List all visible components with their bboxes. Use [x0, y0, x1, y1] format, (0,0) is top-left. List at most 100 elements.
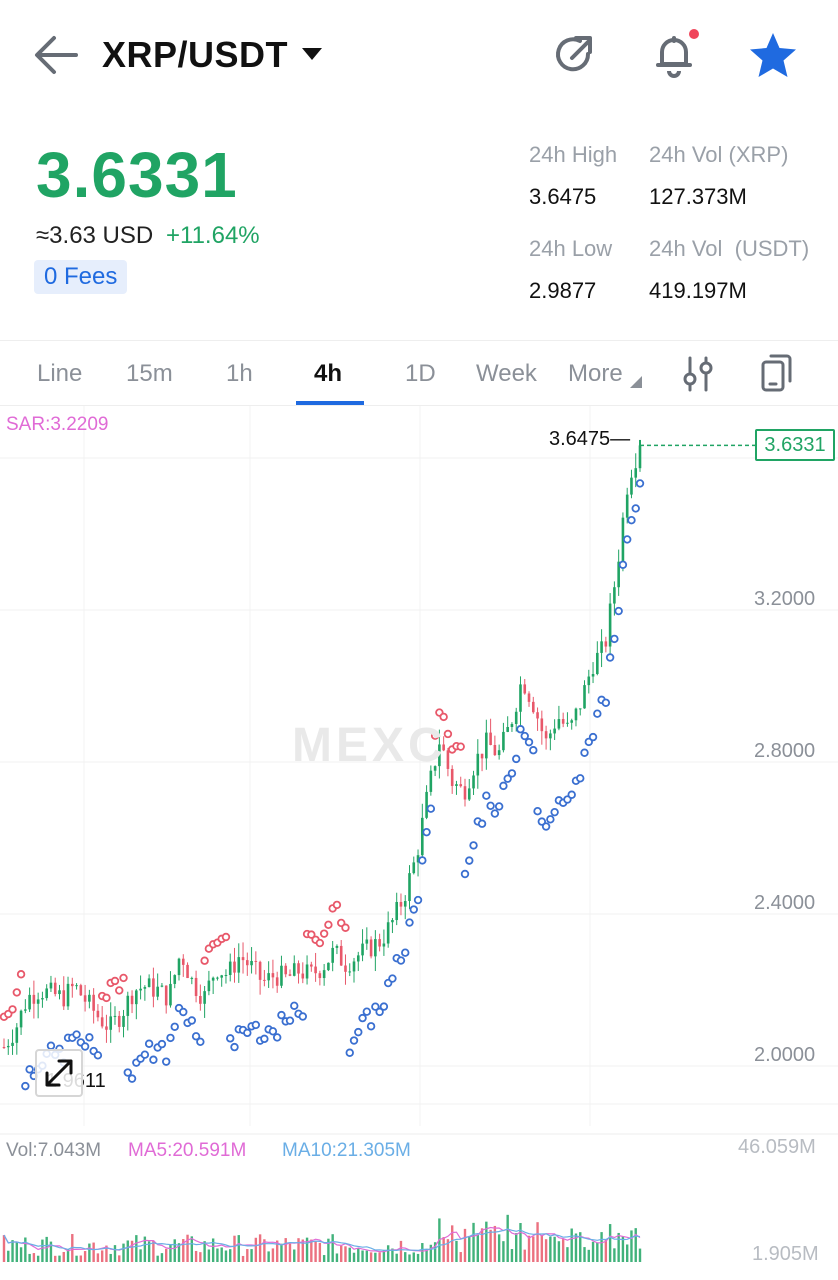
volume-bar: [429, 1244, 433, 1262]
volume-bar: [250, 1249, 253, 1262]
y-tick-label: 3.2000: [754, 588, 816, 610]
volume-bar: [506, 1214, 509, 1262]
y-tick-label: 2.4000: [754, 892, 816, 914]
volume-bar: [416, 1253, 420, 1262]
candle-body: [421, 817, 424, 856]
candle-body: [105, 1026, 108, 1030]
volume-bar: [318, 1242, 322, 1262]
expand-chart-button[interactable]: [35, 1049, 83, 1097]
volume-bar: [404, 1252, 407, 1262]
sar-dot: [362, 1007, 372, 1016]
candle-body: [540, 718, 544, 732]
candle-body: [450, 768, 454, 786]
candle-body: [190, 977, 194, 979]
fees-badge[interactable]: 0 Fees: [34, 260, 128, 294]
candle-body: [408, 873, 411, 902]
sar-dot: [324, 920, 333, 929]
candle-body: [625, 494, 629, 518]
sar-dot: [401, 948, 410, 957]
candle-body: [301, 973, 305, 979]
candle-body: [561, 719, 565, 724]
candle-body: [216, 977, 219, 979]
tab-more[interactable]: More: [568, 360, 623, 387]
candle-body: [604, 641, 608, 647]
refresh-button[interactable]: [550, 32, 598, 80]
tab-15m[interactable]: 15m: [126, 360, 173, 387]
last-price: 3.6331: [36, 139, 238, 211]
candle-body: [156, 986, 159, 997]
volume-bar: [634, 1228, 637, 1262]
sar-dot: [221, 932, 231, 942]
back-button[interactable]: [30, 30, 82, 80]
sar-dot: [465, 856, 474, 865]
tab-1d[interactable]: 1D: [405, 360, 436, 387]
candle-body: [126, 995, 130, 1016]
sar-dot: [396, 956, 406, 965]
sar-dot: [251, 1020, 261, 1030]
candle-body: [553, 728, 556, 734]
candle-body: [617, 561, 620, 588]
volume-bar: [476, 1235, 479, 1262]
sar-dot: [277, 1010, 286, 1020]
candle-body: [327, 962, 330, 971]
volume-bar: [574, 1233, 578, 1262]
volume-bar: [156, 1255, 159, 1262]
y-tick-label: 2.0000: [754, 1044, 816, 1066]
high-value: 3.6475: [529, 184, 597, 209]
candle-body: [596, 652, 599, 675]
favorite-button[interactable]: [746, 30, 800, 82]
volume-bar: [540, 1234, 544, 1262]
candle-body: [476, 753, 480, 776]
copy-device-icon[interactable]: [760, 353, 794, 393]
candle-body: [583, 685, 586, 709]
volume-bar: [630, 1230, 633, 1262]
tab-line[interactable]: Line: [37, 360, 83, 387]
refresh-icon: [556, 36, 592, 72]
candle-body: [412, 862, 416, 874]
sar-dot: [601, 698, 611, 707]
volume-bar: [280, 1243, 283, 1262]
candle-body: [199, 996, 202, 1004]
volume-bar: [147, 1241, 151, 1262]
vol-quote-value: 419.197M: [649, 278, 747, 303]
volume-bar: [241, 1255, 245, 1262]
volume-bar: [28, 1253, 31, 1262]
volume-bar: [489, 1229, 492, 1262]
sar-dot: [127, 1074, 137, 1083]
volume-bar: [15, 1242, 19, 1262]
sar-dot: [413, 895, 423, 905]
tab-1h[interactable]: 1h: [226, 360, 253, 387]
volume-bar: [523, 1249, 526, 1262]
candle-body: [361, 943, 364, 956]
candle-body: [160, 985, 164, 987]
candle-body: [258, 961, 262, 980]
volume-bar: [450, 1225, 454, 1262]
volume-bar: [105, 1245, 108, 1262]
candle-body: [438, 744, 441, 767]
volume-bar: [604, 1240, 608, 1262]
candle-body: [322, 970, 326, 979]
volume-bar: [591, 1241, 595, 1262]
sar-dot: [546, 815, 555, 824]
tab-4h[interactable]: 4h: [314, 360, 343, 387]
usd-equivalent: ≈3.63 USD: [36, 222, 154, 249]
volume-bar: [421, 1243, 424, 1262]
volume-bar: [54, 1255, 57, 1262]
candle-body: [117, 1015, 121, 1027]
sar-dot: [85, 1033, 94, 1042]
notifications-button[interactable]: [648, 28, 700, 80]
candle-body: [45, 988, 48, 999]
high-marker: 3.6475—: [549, 428, 631, 450]
volume-bar: [536, 1222, 539, 1262]
candlestick-chart[interactable]: [0, 406, 838, 1280]
sar-dot: [631, 504, 640, 513]
candle-body: [365, 939, 369, 944]
candle-body: [173, 975, 177, 984]
sar-dot: [503, 774, 512, 783]
tab-week[interactable]: Week: [476, 360, 537, 387]
sar-dot: [285, 1016, 295, 1025]
sliders-icon[interactable]: [682, 356, 714, 392]
candle-body: [28, 994, 31, 1010]
caret-down-icon[interactable]: [300, 46, 324, 62]
pair-title[interactable]: XRP/USDT: [102, 34, 289, 75]
